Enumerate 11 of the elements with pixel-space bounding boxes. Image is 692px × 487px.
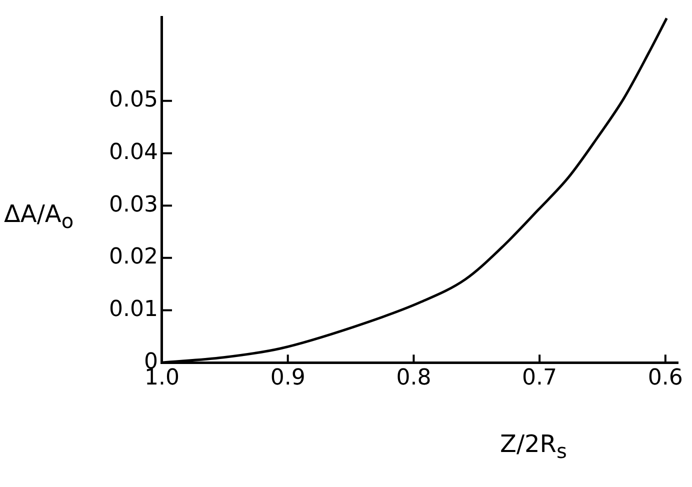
y-tick-label: 0.01 [109,296,158,322]
y-tick-label: 0.03 [109,192,158,218]
y-tick-label: 0.05 [109,88,158,113]
x-tick-label: 0.6 [648,366,683,391]
y-axis-title: ΔA/A$_{o}$ [4,200,74,233]
x-tick-label: 0.8 [396,366,432,391]
y-tick-label: 0.02 [109,244,158,270]
x-axis-title: Z/2R$_{s}$ [500,430,567,463]
x-tick-label: 0.9 [270,366,306,391]
x-tick-label: 0.7 [522,366,558,391]
y-tick-label: 0.04 [109,140,158,165]
